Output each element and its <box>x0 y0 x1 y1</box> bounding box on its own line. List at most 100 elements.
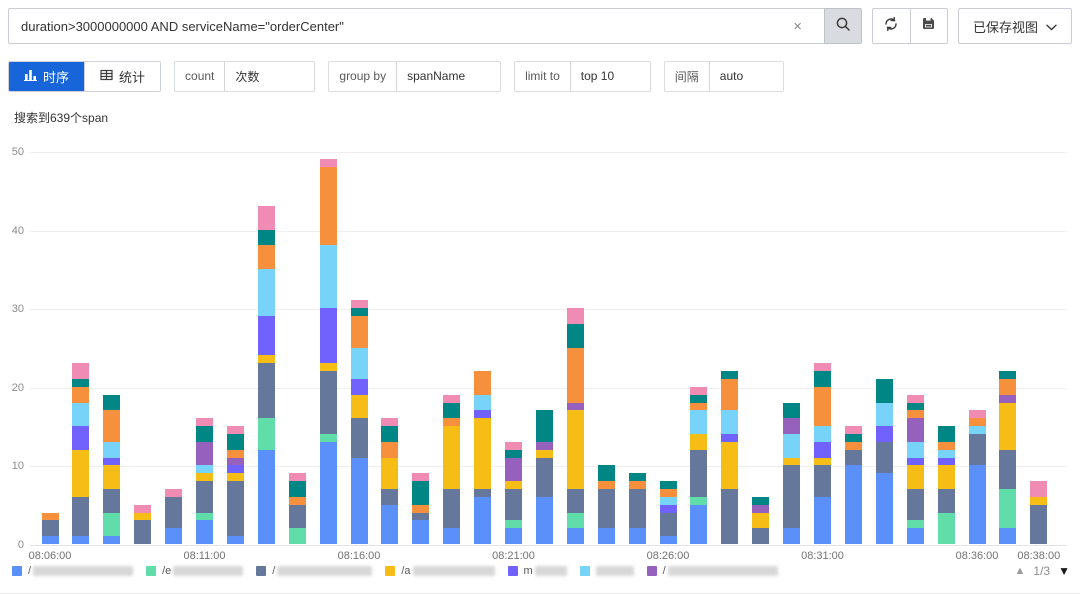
bar-08:32:00[interactable] <box>844 426 862 544</box>
bar-segment[interactable] <box>906 465 924 489</box>
bar-08:22:00[interactable] <box>535 410 553 544</box>
bar-segment[interactable] <box>999 488 1017 529</box>
bar-segment[interactable] <box>968 465 986 544</box>
bar-segment[interactable] <box>226 473 244 482</box>
refresh-button[interactable] <box>873 9 910 43</box>
bar-segment[interactable] <box>226 457 244 466</box>
bar-segment[interactable] <box>350 457 368 544</box>
bar-segment[interactable] <box>288 496 306 505</box>
bar-segment[interactable] <box>999 394 1017 403</box>
bar-segment[interactable] <box>257 418 275 450</box>
bar-segment[interactable] <box>103 536 121 544</box>
bar-segment[interactable] <box>443 418 461 427</box>
bar-segment[interactable] <box>257 355 275 364</box>
bar-segment[interactable] <box>659 488 677 497</box>
bar-segment[interactable] <box>257 316 275 356</box>
group-by-input[interactable] <box>396 61 501 91</box>
bar-segment[interactable] <box>906 488 924 521</box>
bar-08:06:00[interactable] <box>41 512 59 544</box>
bar-segment[interactable] <box>721 433 739 442</box>
bar-08:21:00[interactable] <box>505 441 522 544</box>
bar-segment[interactable] <box>41 536 59 544</box>
bar-segment[interactable] <box>597 465 615 482</box>
bar-segment[interactable] <box>783 465 801 529</box>
bar-segment[interactable] <box>566 402 584 411</box>
bar-segment[interactable] <box>566 308 584 324</box>
bar-segment[interactable] <box>72 449 90 497</box>
bar-segment[interactable] <box>103 512 121 537</box>
bar-segment[interactable] <box>844 449 862 466</box>
bar-segment[interactable] <box>319 166 337 246</box>
bar-segment[interactable] <box>721 378 739 411</box>
bar-08:26:00[interactable] <box>659 481 677 544</box>
legend-item-3[interactable]: / <box>256 565 373 577</box>
bar-08:12:00[interactable] <box>226 426 244 544</box>
bar-segment[interactable] <box>968 426 986 434</box>
bar-segment[interactable] <box>196 418 213 427</box>
bar-segment[interactable] <box>566 512 584 529</box>
bar-segment[interactable] <box>319 433 337 442</box>
bar-segment[interactable] <box>505 528 522 544</box>
search-input[interactable] <box>21 18 788 34</box>
bar-segment[interactable] <box>566 323 584 348</box>
bar-segment[interactable] <box>412 504 430 513</box>
bar-segment[interactable] <box>288 528 306 544</box>
bar-segment[interactable] <box>814 426 831 442</box>
bar-segment[interactable] <box>906 418 924 442</box>
bar-segment[interactable] <box>226 536 244 544</box>
bar-segment[interactable] <box>659 496 677 505</box>
bar-segment[interactable] <box>226 481 244 537</box>
bar-segment[interactable] <box>535 410 553 442</box>
bar-segment[interactable] <box>937 449 955 458</box>
bar-segment[interactable] <box>844 426 862 434</box>
bar-segment[interactable] <box>721 488 739 544</box>
bar-segment[interactable] <box>597 481 615 489</box>
bar-08:24:00[interactable] <box>597 465 615 544</box>
bar-segment[interactable] <box>196 426 213 442</box>
bar-08:23:00[interactable] <box>566 308 584 544</box>
bar-segment[interactable] <box>412 520 430 544</box>
legend-item-7[interactable]: / <box>646 565 778 577</box>
bar-segment[interactable] <box>690 410 708 434</box>
bar-08:27:00[interactable] <box>690 386 708 544</box>
bar-08:25:00[interactable] <box>628 473 646 544</box>
bar-segment[interactable] <box>906 441 924 458</box>
bar-segment[interactable] <box>443 528 461 544</box>
bar-08:14:00[interactable] <box>288 473 306 544</box>
bar-segment[interactable] <box>319 371 337 434</box>
bar-segment[interactable] <box>783 418 801 434</box>
bar-segment[interactable] <box>165 488 183 497</box>
bar-08:37:00[interactable] <box>999 371 1017 544</box>
bar-segment[interactable] <box>566 410 584 489</box>
bar-segment[interactable] <box>412 512 430 521</box>
bar-segment[interactable] <box>814 371 831 387</box>
bar-segment[interactable] <box>659 512 677 537</box>
bar-segment[interactable] <box>443 394 461 403</box>
bar-segment[interactable] <box>319 245 337 309</box>
saved-views-button[interactable]: 已保存视图 <box>957 8 1072 44</box>
bar-segment[interactable] <box>535 457 553 497</box>
bar-segment[interactable] <box>968 410 986 419</box>
bar-segment[interactable] <box>628 528 646 544</box>
bar-08:17:00[interactable] <box>381 418 399 544</box>
bar-segment[interactable] <box>752 496 770 505</box>
bar-segment[interactable] <box>875 441 893 474</box>
bar-08:28:00[interactable] <box>721 371 739 544</box>
bar-segment[interactable] <box>937 512 955 544</box>
bar-segment[interactable] <box>906 402 924 411</box>
bar-segment[interactable] <box>443 488 461 529</box>
bar-segment[interactable] <box>906 410 924 419</box>
bar-segment[interactable] <box>196 481 213 513</box>
bar-segment[interactable] <box>381 457 399 489</box>
bar-segment[interactable] <box>783 433 801 458</box>
bar-segment[interactable] <box>721 441 739 489</box>
bar-segment[interactable] <box>875 473 893 544</box>
bar-08:33:00[interactable] <box>875 378 893 544</box>
bar-08:36:00[interactable] <box>968 410 986 544</box>
bar-segment[interactable] <box>906 457 924 466</box>
bar-segment[interactable] <box>566 528 584 544</box>
bar-segment[interactable] <box>196 473 213 482</box>
bar-segment[interactable] <box>597 528 615 544</box>
bar-segment[interactable] <box>628 473 646 482</box>
bar-segment[interactable] <box>72 378 90 387</box>
